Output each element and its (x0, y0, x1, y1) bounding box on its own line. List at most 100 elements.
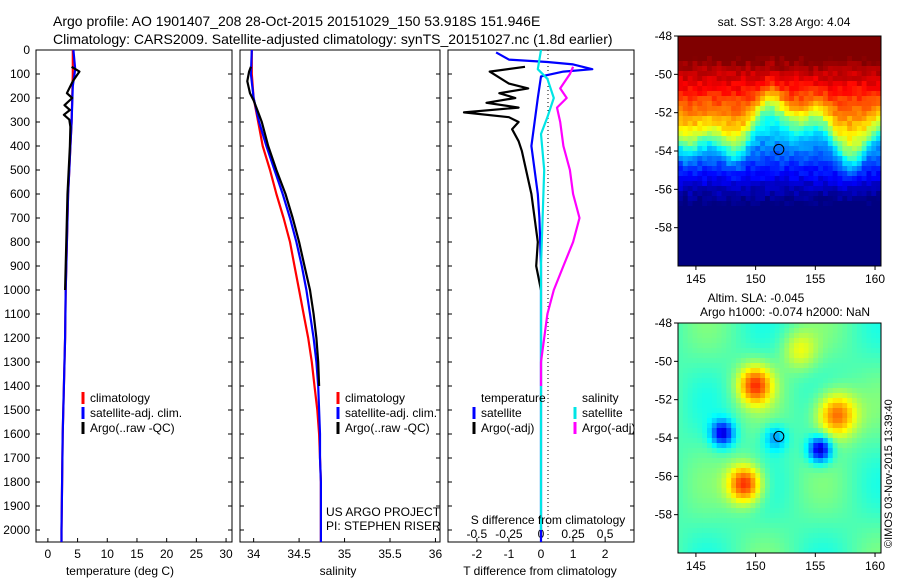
map-cell (808, 166, 814, 172)
map-cell (784, 453, 790, 459)
map-cell (808, 156, 814, 162)
map-cell (861, 171, 867, 177)
map-cell (794, 528, 800, 534)
map-cell (731, 453, 737, 459)
lon-tick-label: 155 (805, 559, 825, 573)
map-cell (852, 141, 858, 147)
map-cell (871, 201, 877, 207)
map-cell (687, 358, 693, 364)
map-cell (692, 428, 698, 434)
map-cell (856, 196, 863, 202)
map-cell (866, 186, 872, 192)
map-cell (687, 343, 693, 349)
map-cell (837, 328, 843, 334)
map-cell (697, 246, 703, 252)
map-cell (731, 428, 737, 434)
map-cell (813, 388, 819, 394)
map-cell (716, 338, 722, 344)
map-cell (823, 503, 829, 509)
map-cell (847, 493, 853, 499)
map-cell (823, 146, 829, 152)
map-cell (755, 548, 761, 554)
map-cell (678, 503, 684, 509)
map-cell (745, 106, 751, 112)
map-cell (716, 36, 722, 42)
map-cell (750, 423, 756, 429)
map-cell (678, 141, 684, 147)
map-cell (866, 498, 872, 504)
map-cell (750, 161, 756, 167)
map-cell (760, 388, 766, 394)
map-cell (779, 383, 785, 389)
map-cell (745, 191, 751, 197)
map-cell (794, 368, 800, 374)
map-cell (876, 533, 882, 539)
map-cell (721, 166, 727, 172)
map-cell (765, 126, 771, 132)
map-cell (687, 226, 693, 232)
map-cell (798, 36, 805, 42)
map-cell (856, 96, 863, 102)
map-cell (784, 408, 790, 414)
map-cell (745, 131, 751, 137)
map-cell (711, 81, 718, 87)
map-cell (832, 343, 838, 349)
map-cell (808, 131, 814, 137)
map-cell (726, 493, 732, 499)
map-cell (871, 191, 877, 197)
map-cell (832, 448, 838, 454)
map-cell (866, 251, 872, 257)
map-cell (711, 56, 718, 62)
map-cell (837, 201, 843, 207)
map-cell (716, 81, 722, 87)
map-cell (736, 201, 742, 207)
map-cell (823, 428, 829, 434)
map-cell (842, 533, 848, 539)
map-cell (692, 81, 698, 87)
map-cell (769, 503, 776, 509)
map-cell (682, 171, 689, 177)
map-cell (716, 246, 722, 252)
map-cell (871, 66, 877, 72)
map-cell (813, 353, 819, 359)
map-cell (832, 51, 838, 57)
map-cell (837, 473, 843, 479)
map-cell (678, 398, 684, 404)
map-cell (852, 251, 858, 257)
map-cell (745, 543, 751, 549)
map-cell (837, 221, 843, 227)
map-cell (774, 328, 780, 334)
map-cell (692, 116, 698, 122)
sla-map: Altim. SLA: -0.045 Argo h1000: -0.074 h2… (655, 291, 886, 573)
map-cell (779, 221, 785, 227)
map-cell (847, 458, 853, 464)
map-cell (707, 458, 713, 464)
map-cell (721, 156, 727, 162)
map-cell (702, 241, 708, 247)
map-cell (842, 523, 848, 529)
map-cell (721, 523, 727, 529)
map-cell (726, 81, 732, 87)
map-cell (876, 323, 882, 329)
map-cell (789, 538, 795, 544)
map-cell (794, 176, 800, 182)
map-cell (856, 538, 863, 544)
map-cell (692, 66, 698, 72)
map-cell (697, 528, 703, 534)
map-cell (808, 513, 814, 519)
map-cell (866, 96, 872, 102)
map-cell (808, 508, 814, 514)
map-cell (678, 91, 684, 97)
map-cell (711, 241, 718, 247)
map-cell (803, 246, 809, 252)
map-cell (808, 418, 814, 424)
map-cell (678, 468, 684, 474)
map-cell (769, 111, 776, 117)
map-cell (731, 126, 737, 132)
map-cell (687, 408, 693, 414)
map-cell (818, 66, 824, 72)
map-cell (789, 261, 795, 267)
map-cell (682, 181, 689, 187)
map-cell (697, 146, 703, 152)
map-cell (702, 66, 708, 72)
